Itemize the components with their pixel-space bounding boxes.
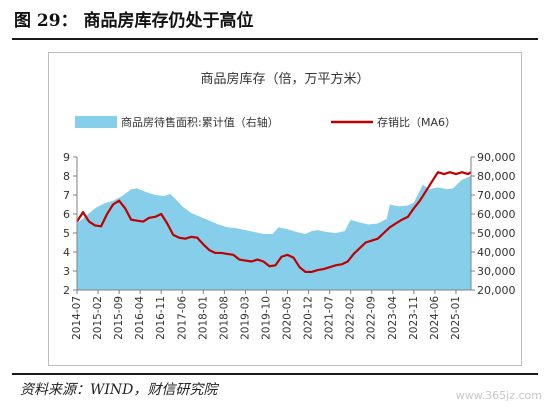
figure-title: 图 29： 商品房库存仍处于高位 xyxy=(14,11,254,31)
y-right-tick-label: 90,000 xyxy=(477,151,516,164)
watermark: www.365jz.com xyxy=(455,389,542,402)
y-right-tick-label: 30,000 xyxy=(477,265,516,278)
y-right-tick-label: 20,000 xyxy=(477,284,516,297)
legend-line-label: 存销比（MA6） xyxy=(377,115,456,129)
x-tick-label: 2022-02 xyxy=(345,296,357,340)
source-note: 资料来源：WIND，财信研究院 xyxy=(20,382,218,398)
x-tick-label: 2018-08 xyxy=(218,296,230,340)
chart-frame: 商品房库存（倍，万平方米） 商品房待售面积:累计值（右轴） 存销比（MA6） 2… xyxy=(48,52,522,366)
y-left-tick-label: 4 xyxy=(63,246,70,259)
x-tick-label: 2016-11 xyxy=(155,296,167,340)
y-left-tick-label: 9 xyxy=(63,151,70,164)
y-left-tick-label: 8 xyxy=(63,170,70,183)
legend-area-swatch xyxy=(75,116,117,128)
series-line-ratio xyxy=(76,171,472,274)
bottom-divider xyxy=(12,373,538,375)
plot-area: 2 3 4 5 6 7 8 9 20,000 30,000 40,000 50,000 60,000 70… xyxy=(63,151,516,340)
y-right-tick-label: 80,000 xyxy=(477,170,516,183)
chart-title: 商品房库存（倍，万平方米） xyxy=(200,71,369,87)
x-tick-label: 2020-05 xyxy=(282,296,294,340)
x-tick-label: 2020-12 xyxy=(303,296,315,340)
y-right-tick-label: 40,000 xyxy=(477,246,516,259)
x-tick-label: 2018-01 xyxy=(197,296,209,340)
x-tick-label: 2019-10 xyxy=(260,296,272,340)
y-left-tick-label: 5 xyxy=(63,227,70,240)
x-tick-label: 2023-04 xyxy=(387,296,399,340)
x-tick-label: 2015-02 xyxy=(92,296,104,340)
x-tick-label: 2022-09 xyxy=(366,296,378,340)
x-tick-label: 2021-07 xyxy=(324,296,336,340)
y-right-tick-label: 60,000 xyxy=(477,208,516,221)
y-left-tick-label: 2 xyxy=(63,284,70,297)
x-tick-label: 2014-07 xyxy=(71,296,83,340)
x-tick-label: 2019-03 xyxy=(239,296,251,340)
y-right-tick-label: 70,000 xyxy=(477,189,516,202)
x-tick-label: 2016-04 xyxy=(134,296,146,340)
x-tick-label: 2025-01 xyxy=(450,296,462,340)
y-right-tick-label: 50,000 xyxy=(477,227,516,240)
x-tick-label: 2024-06 xyxy=(429,296,441,340)
y-left-tick-label: 7 xyxy=(63,189,70,202)
inventory-chart: 商品房库存（倍，万平方米） 商品房待售面积:累计值（右轴） 存销比（MA6） 2… xyxy=(63,71,516,340)
y-left-tick-label: 3 xyxy=(63,265,70,278)
x-tick-label: 2015-09 xyxy=(113,296,125,340)
top-divider xyxy=(12,38,538,40)
x-tick-label: 2023-11 xyxy=(408,296,420,340)
x-tick-label: 2017-06 xyxy=(176,296,188,340)
series-area-inventory xyxy=(77,176,471,290)
y-left-tick-label: 6 xyxy=(63,208,70,221)
legend-area-label: 商品房待售面积:累计值（右轴） xyxy=(121,115,279,129)
